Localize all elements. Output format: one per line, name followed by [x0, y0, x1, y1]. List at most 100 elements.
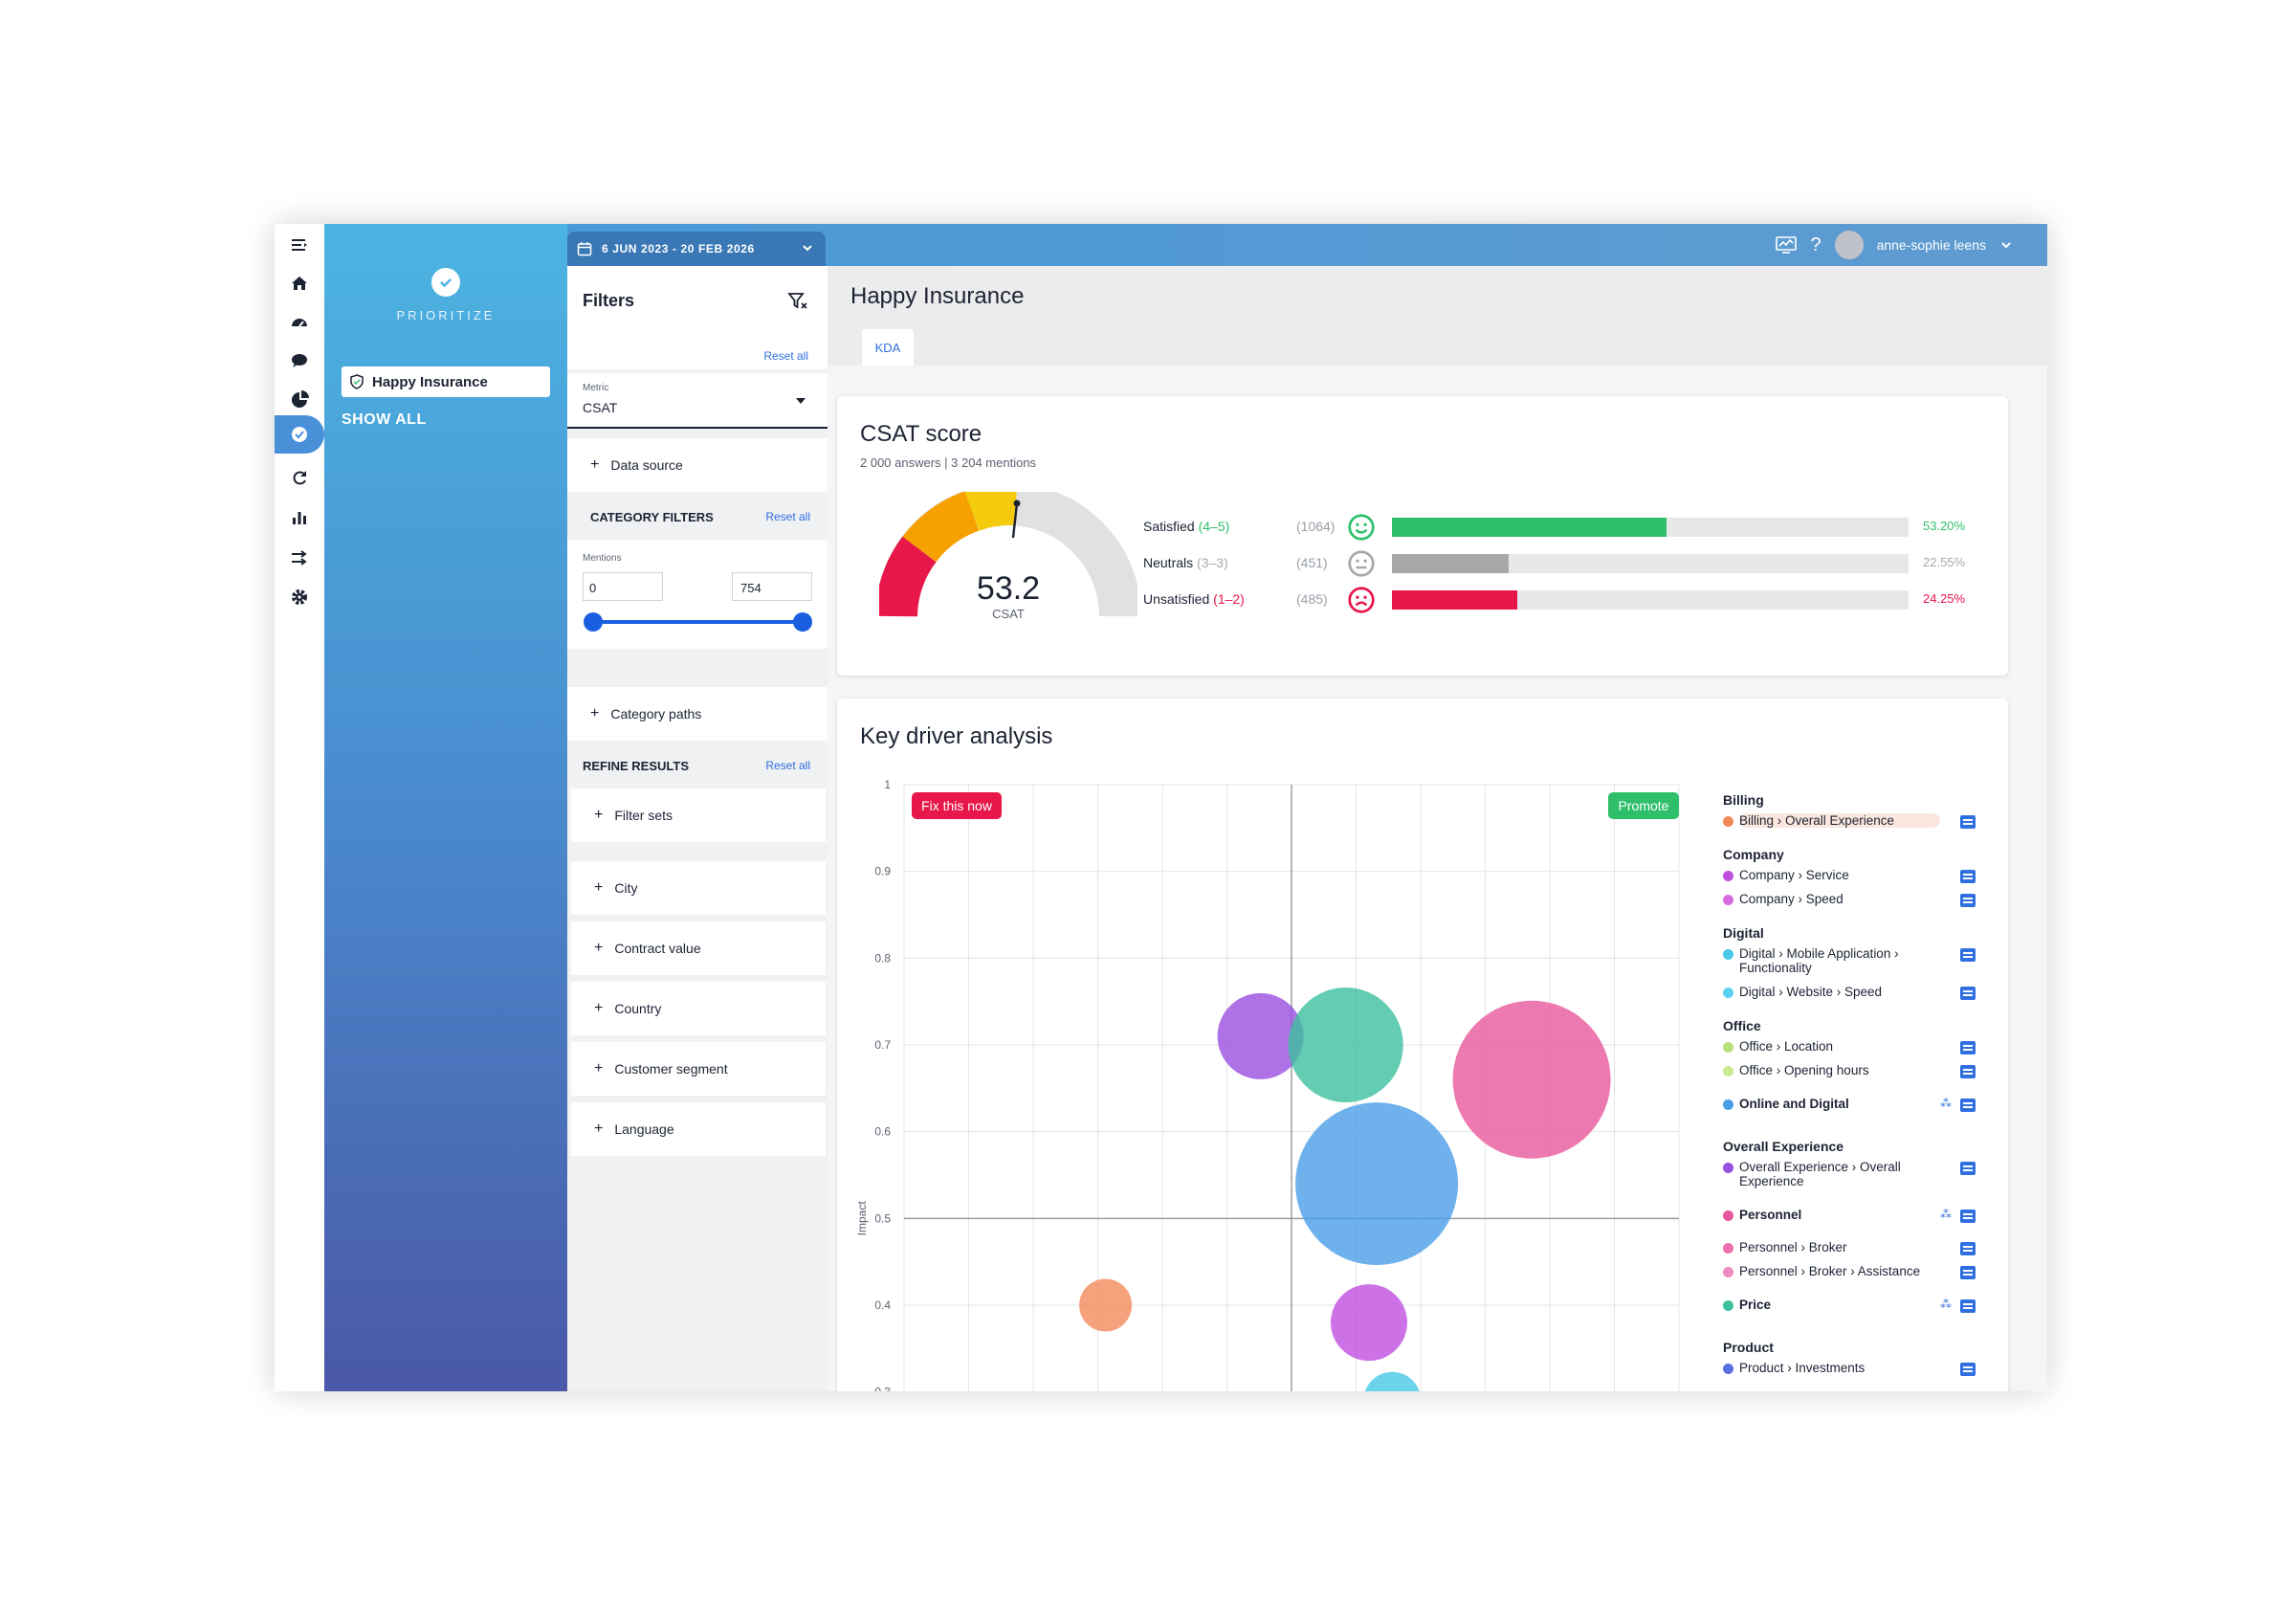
hierarchy-icon[interactable]: ⁂	[1940, 1208, 1952, 1221]
legend-item[interactable]: Online and Digital	[1723, 1097, 1972, 1111]
language-label: Language	[614, 1121, 674, 1137]
tab-kda[interactable]: KDA	[862, 329, 914, 366]
comments-icon[interactable]	[1960, 815, 1976, 829]
bubble-online-and-digital[interactable]	[1295, 1102, 1459, 1266]
legend-label: Personnel › Broker	[1739, 1240, 1847, 1254]
filters-header: Filters Reset all	[567, 266, 828, 369]
promote-label: Promote	[1619, 798, 1669, 813]
legend-item[interactable]: Personnel	[1723, 1208, 1972, 1222]
metric-select[interactable]: Metric CSAT	[567, 373, 828, 429]
hierarchy-icon[interactable]: ⁂	[1940, 1298, 1952, 1311]
mentions-filter: Mentions 0 754	[567, 540, 828, 649]
mentions-max-input[interactable]: 754	[732, 572, 812, 601]
settings-icon[interactable]	[285, 583, 314, 611]
user-name[interactable]: anne-sophie leens	[1876, 237, 1986, 253]
menu-icon[interactable]	[285, 232, 314, 260]
filters-panel: Filters Reset all Metric CSAT + Data sou…	[567, 266, 828, 1391]
legend-label: Digital › Website › Speed	[1739, 985, 1883, 999]
bubble-overall-experience-overall-experience[interactable]	[1217, 992, 1304, 1079]
legend-item[interactable]: Billing › Overall Experience	[1723, 813, 1972, 828]
csat-score-value: 53.2	[977, 570, 1040, 607]
clear-filter-icon[interactable]	[787, 291, 808, 312]
country-filter[interactable]: + Country	[571, 982, 826, 1035]
bubble-company-service[interactable]	[1331, 1284, 1407, 1362]
chat-icon[interactable]	[285, 346, 314, 375]
contract-value-filter[interactable]: + Contract value	[571, 921, 826, 975]
mentions-min-input[interactable]: 0	[583, 572, 663, 601]
chevron-down-icon[interactable]	[1999, 238, 2013, 252]
show-all-link[interactable]: SHOW ALL	[342, 411, 427, 428]
mentions-slider-max-handle[interactable]	[793, 612, 812, 632]
report-icon[interactable]	[1776, 236, 1798, 254]
calendar-icon	[577, 242, 592, 256]
city-filter[interactable]: + City	[571, 861, 826, 915]
comments-icon[interactable]	[1960, 1065, 1976, 1078]
filter-sets-filter[interactable]: + Filter sets	[571, 788, 826, 842]
comments-icon[interactable]	[1960, 1299, 1976, 1313]
dashboard-icon[interactable]	[285, 308, 314, 337]
prioritize-icon[interactable]	[275, 415, 324, 454]
legend-item[interactable]: Digital › Website › Speed	[1723, 985, 1972, 999]
customer-segment-filter[interactable]: + Customer segment	[571, 1042, 826, 1096]
legend-group-overall-experience: Overall Experience	[1723, 1139, 1844, 1154]
comments-icon[interactable]	[1960, 1242, 1976, 1255]
reset-all-link[interactable]: Reset all	[765, 510, 810, 523]
comments-icon[interactable]	[1960, 870, 1976, 883]
y-axis-label: Impact	[855, 1201, 869, 1236]
legend-dot	[1723, 1042, 1733, 1053]
comments-icon[interactable]	[1960, 948, 1976, 962]
y-tick-label: 0.7	[874, 1038, 891, 1052]
csat-card: CSAT score 2 000 answers | 3 204 mention…	[837, 396, 2008, 676]
hierarchy-icon[interactable]: ⁂	[1940, 1097, 1952, 1110]
avatar[interactable]	[1834, 231, 1864, 259]
csat-row-satisfied: Satisfied (4–5) (1064) 53.20%	[1143, 513, 2004, 542]
legend-item[interactable]: Office › Location	[1723, 1039, 1972, 1054]
help-icon[interactable]: ?	[1810, 233, 1821, 255]
legend-item[interactable]: Overall Experience › Overall Experience	[1723, 1160, 1972, 1188]
bubble-price[interactable]	[1288, 988, 1403, 1102]
comments-icon[interactable]	[1960, 987, 1976, 1000]
comments-icon[interactable]	[1960, 894, 1976, 907]
legend-item[interactable]: Company › Service	[1723, 868, 1972, 882]
mentions-slider-min-handle[interactable]	[584, 612, 603, 632]
plus-icon: +	[594, 1121, 604, 1137]
reset-all-link[interactable]: Reset all	[765, 759, 810, 772]
bubble-personnel[interactable]	[1452, 1000, 1611, 1159]
legend-item[interactable]: Office › Opening hours	[1723, 1063, 1972, 1077]
plus-icon: +	[594, 940, 604, 956]
bubble-digital-mobile-application-functionality[interactable]	[1363, 1371, 1421, 1391]
comments-icon[interactable]	[1960, 1266, 1976, 1279]
legend-item[interactable]: Company › Speed	[1723, 892, 1972, 906]
category-paths-filter[interactable]: + Category paths	[567, 687, 828, 741]
bubble-billing-overall-experience[interactable]	[1079, 1278, 1133, 1332]
language-filter[interactable]: + Language	[571, 1102, 826, 1156]
reset-all-link[interactable]: Reset all	[763, 349, 808, 363]
legend-item[interactable]: Product › Investments	[1723, 1361, 1972, 1375]
comments-icon[interactable]	[1960, 1210, 1976, 1223]
app-window: PRIORITIZE Happy Insurance SHOW ALL 6 JU…	[275, 224, 2047, 1391]
date-range-picker[interactable]: 6 JUN 2023 - 20 FEB 2026	[567, 232, 826, 266]
legend-group-company: Company	[1723, 847, 1784, 862]
comments-icon[interactable]	[1960, 1041, 1976, 1054]
data-source-filter[interactable]: + Data source	[567, 438, 828, 492]
y-tick-label: 0.8	[874, 951, 891, 965]
country-label: Country	[614, 1001, 662, 1016]
mentions-slider-track[interactable]	[594, 620, 803, 624]
comments-icon[interactable]	[1960, 1099, 1976, 1112]
comments-icon[interactable]	[1960, 1363, 1976, 1376]
comments-icon[interactable]	[1960, 1162, 1976, 1175]
metric-value: CSAT	[583, 400, 618, 415]
pie-chart-icon[interactable]	[285, 386, 314, 414]
legend-item[interactable]: Personnel › Broker › Assistance	[1723, 1264, 1972, 1278]
bar-chart-icon[interactable]	[285, 503, 314, 532]
shield-icon	[350, 374, 364, 389]
csat-row-label: Unsatisfied (1–2)	[1143, 591, 1245, 607]
home-icon[interactable]	[285, 269, 314, 298]
refresh-icon[interactable]	[285, 463, 314, 492]
legend-item[interactable]: Price	[1723, 1298, 1972, 1312]
brand-label: PRIORITIZE	[396, 308, 496, 322]
legend-item[interactable]: Personnel › Broker	[1723, 1240, 1972, 1254]
flows-icon[interactable]	[285, 544, 314, 572]
legend-item[interactable]: Digital › Mobile Application › Functiona…	[1723, 946, 1972, 975]
project-item-happy-insurance[interactable]: Happy Insurance	[342, 366, 550, 397]
